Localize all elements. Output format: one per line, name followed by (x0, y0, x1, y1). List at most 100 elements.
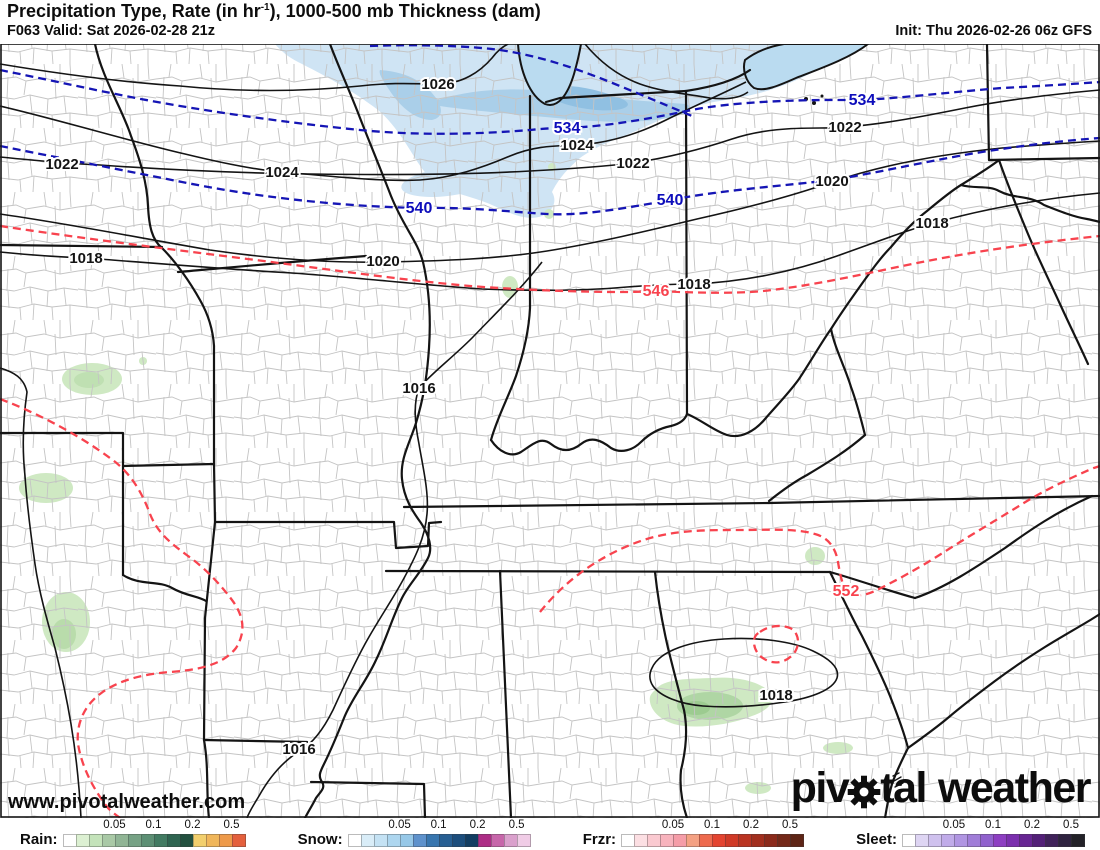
legend-swatch (464, 834, 479, 847)
legend-tick: 0.05 (942, 819, 966, 831)
legend-tick: 0.5 (223, 819, 240, 831)
lake-island (812, 101, 816, 105)
contour-label: 1020 (815, 173, 848, 190)
contour-labels: 1026 1024 1024 1022 1022 1022 1020 1020 1018 1018… (43, 74, 950, 760)
legend-swatch (516, 834, 531, 847)
contour-label: 1016 (402, 380, 435, 397)
legend-swatch (966, 834, 981, 847)
pressure-contours (0, 43, 1100, 818)
legend-tick: 0.2 (1023, 819, 1040, 831)
legend-tick: 0.05 (388, 819, 411, 831)
legend-swatch (127, 834, 142, 847)
precip-rate-legend: Rain: 0.05 0.1 0.2 0.5 Snow: 0.05 0.1 0.2 0.5 Frzr… (0, 818, 1100, 850)
legend-swatch (634, 834, 649, 847)
contour-label: 1024 (265, 164, 299, 181)
legend-swatch (153, 834, 168, 847)
legend-swatch (712, 834, 727, 847)
legend-swatch (1057, 834, 1072, 847)
legend-swatch (1018, 834, 1033, 847)
legend-swatch (1005, 834, 1020, 847)
legend-swatch (751, 834, 766, 847)
lakes (516, 43, 871, 106)
logo-text-piv: piv (790, 764, 850, 812)
legend-swatch (438, 834, 453, 847)
legend-group: Rain: 0.05 0.1 0.2 0.5 (20, 819, 246, 848)
legend-tick: 0.05 (661, 819, 685, 831)
legend-swatch (477, 834, 492, 847)
contour-label: 534 (554, 120, 581, 137)
gear-icon (848, 775, 881, 808)
legend-scale: 0.05 0.1 0.2 0.5 (62, 819, 246, 847)
legend-swatch (347, 834, 362, 847)
legend-tick: 0.5 (508, 819, 525, 831)
legend-swatch (412, 834, 427, 847)
legend-swatch (360, 834, 375, 847)
legend-swatch (218, 834, 233, 847)
legend-swatch (699, 834, 714, 847)
legend-swatch (927, 834, 942, 847)
legend-swatch (399, 834, 414, 847)
contour-label: 552 (833, 583, 860, 600)
legend-swatch (901, 834, 916, 847)
legend-swatch (979, 834, 994, 847)
legend-group: Sleet: 0.05 0.1 0.2 0.5 (856, 819, 1085, 848)
contour-label: 1020 (366, 253, 399, 270)
legend-tick: 0.1 (984, 819, 1001, 831)
county-lines (0, 44, 1100, 818)
legend-swatch (205, 834, 220, 847)
watermark-url: www.pivotalweather.com (8, 791, 246, 813)
logo-text-tal: tal (880, 764, 927, 812)
legend-tick: 0.2 (469, 819, 486, 831)
legend-tick: 0.5 (1062, 819, 1079, 831)
contour-label: 1018 (677, 276, 710, 293)
legend-swatch (621, 834, 636, 847)
lake-island (820, 94, 824, 98)
legend-swatch (764, 834, 779, 847)
legend-swatch (725, 834, 740, 847)
legend-label: Rain: (20, 831, 58, 848)
legend-swatch (75, 834, 90, 847)
legend-scale: 0.05 0.1 0.2 0.5 (901, 819, 1085, 847)
legend-label: Sleet: (856, 831, 897, 848)
weather-map: 1026 1024 1024 1022 1022 1022 1020 1020 1018 1018… (0, 42, 1100, 818)
legend-swatch (940, 834, 955, 847)
legend-swatch (992, 834, 1007, 847)
legend-swatch (673, 834, 688, 847)
contour-label: 546 (643, 283, 670, 300)
map-header: Precipitation Type, Rate (in hr-1), 1000… (0, 0, 1100, 44)
legend-swatch (179, 834, 194, 847)
legend-swatch (1070, 834, 1085, 847)
legend-swatch (953, 834, 968, 847)
thickness-contours-red (0, 224, 1100, 818)
legend-swatch (88, 834, 103, 847)
legend-swatch (192, 834, 207, 847)
contour-label: 1018 (915, 215, 948, 232)
legend-swatch (425, 834, 440, 847)
legend-swatch (373, 834, 388, 847)
legend-swatch (503, 834, 518, 847)
contour-label: 540 (406, 200, 433, 217)
legend-tick: 0.1 (145, 819, 162, 831)
legend-scale: 0.05 0.1 0.2 0.5 (621, 819, 805, 847)
legend-swatch (790, 834, 805, 847)
thickness-contours-blue (0, 44, 1100, 216)
legend-swatch (386, 834, 401, 847)
legend-label: Frzr: (582, 831, 617, 848)
legend-swatch (1044, 834, 1059, 847)
contour-label: 534 (849, 92, 876, 109)
contour-label: 1022 (616, 155, 649, 172)
contour-label: 1022 (828, 119, 861, 136)
legend-tick: 0.05 (103, 819, 126, 831)
legend-swatch (62, 834, 77, 847)
page-title: Precipitation Type, Rate (in hr-1), 1000… (7, 1, 541, 21)
legend-swatch (101, 834, 116, 847)
legend-swatch (114, 834, 129, 847)
init-time-label: Init: Thu 2026-02-26 06z GFS (895, 23, 1092, 39)
legend-swatch (490, 834, 505, 847)
contour-label: 540 (657, 192, 684, 209)
legend-scale: 0.05 0.1 0.2 0.5 (347, 819, 531, 847)
contour-label: 1016 (282, 741, 315, 758)
contour-label: 1018 (69, 250, 102, 267)
legend-swatch (1031, 834, 1046, 847)
contour-label: 1022 (45, 156, 78, 173)
